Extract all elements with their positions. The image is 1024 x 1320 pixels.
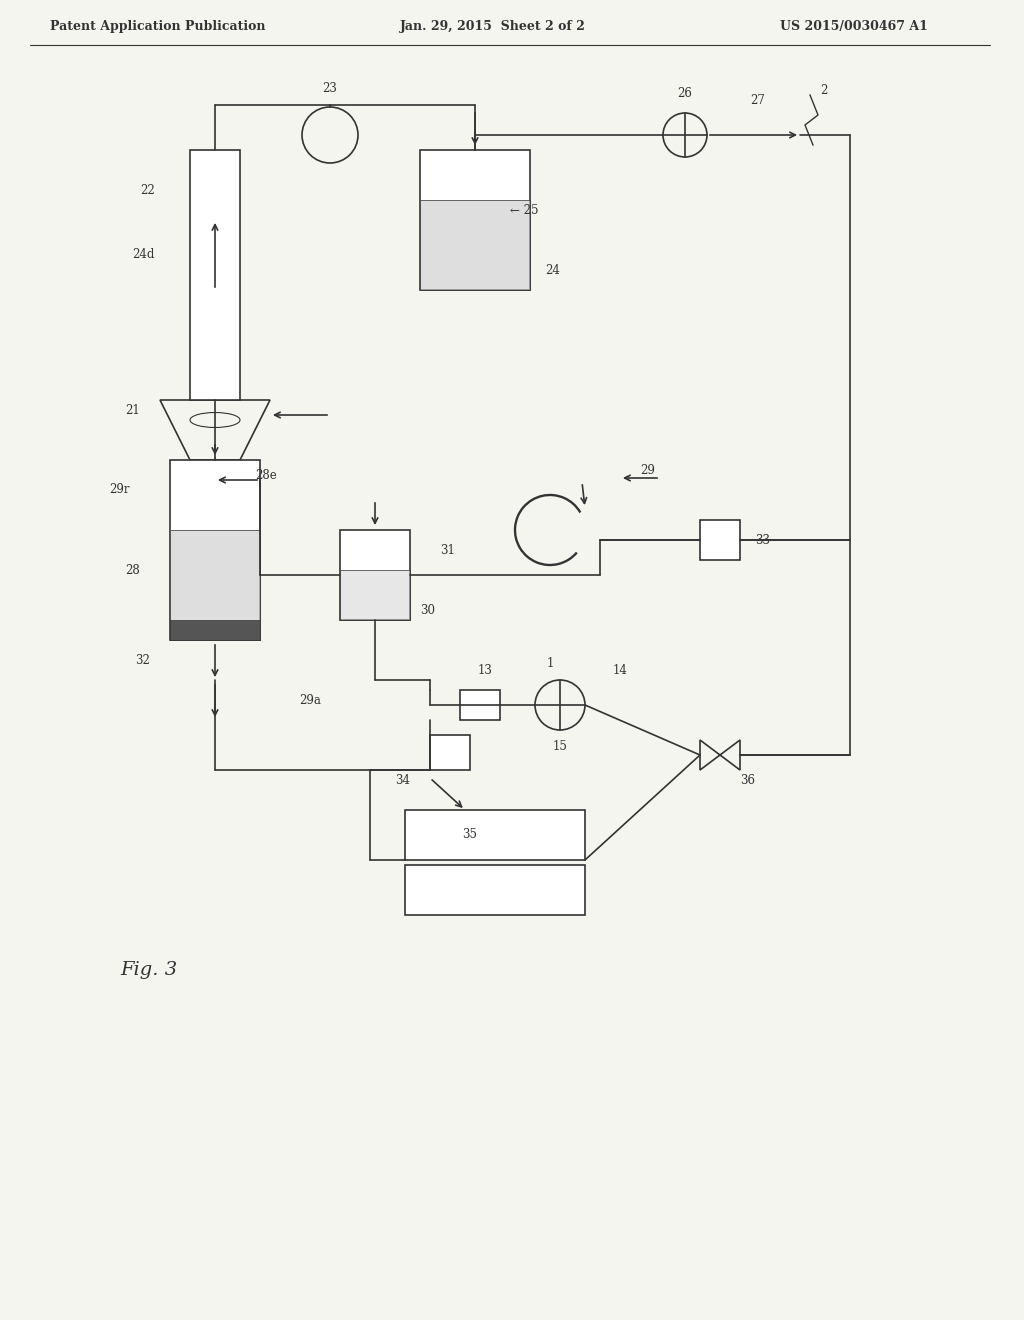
Bar xyxy=(340,531,410,620)
Text: 29: 29 xyxy=(640,463,655,477)
Bar xyxy=(430,735,470,770)
Text: 30: 30 xyxy=(420,603,435,616)
Bar xyxy=(420,150,530,290)
Text: 24: 24 xyxy=(545,264,560,276)
Text: 15: 15 xyxy=(553,741,567,752)
Bar xyxy=(700,520,740,560)
Text: 33: 33 xyxy=(755,533,770,546)
Text: 13: 13 xyxy=(477,664,493,676)
Text: 1: 1 xyxy=(547,657,554,671)
Bar xyxy=(406,810,585,861)
Text: 28: 28 xyxy=(125,564,140,577)
Text: US 2015/0030467 A1: US 2015/0030467 A1 xyxy=(780,20,928,33)
Text: Patent Application Publication: Patent Application Publication xyxy=(50,20,265,33)
Text: 31: 31 xyxy=(440,544,455,557)
Bar xyxy=(170,531,260,640)
Text: 28e: 28e xyxy=(255,469,276,482)
Text: 35: 35 xyxy=(463,829,477,842)
Text: Fig. 3: Fig. 3 xyxy=(120,961,177,979)
Text: 22: 22 xyxy=(140,183,155,197)
Text: ← 25: ← 25 xyxy=(510,203,539,216)
Bar xyxy=(340,570,410,620)
Bar xyxy=(420,201,530,290)
Bar xyxy=(420,201,530,290)
Text: Jan. 29, 2015  Sheet 2 of 2: Jan. 29, 2015 Sheet 2 of 2 xyxy=(400,20,586,33)
Bar xyxy=(170,531,260,640)
Text: 36: 36 xyxy=(740,774,755,787)
Text: 23: 23 xyxy=(323,82,338,95)
Bar xyxy=(406,865,585,915)
Text: 32: 32 xyxy=(135,653,150,667)
Text: 26: 26 xyxy=(678,87,692,100)
Text: 29a: 29a xyxy=(299,693,321,706)
Bar xyxy=(170,459,260,640)
Bar xyxy=(460,690,500,719)
Text: 27: 27 xyxy=(750,94,765,107)
Text: 14: 14 xyxy=(612,664,628,676)
Text: 34: 34 xyxy=(395,774,410,787)
Bar xyxy=(190,150,240,400)
Text: 24d: 24d xyxy=(133,248,155,261)
Bar xyxy=(340,570,410,620)
Bar xyxy=(170,620,260,640)
Text: 29r: 29r xyxy=(110,483,130,496)
Text: 2: 2 xyxy=(820,83,827,96)
Text: 21: 21 xyxy=(125,404,140,417)
